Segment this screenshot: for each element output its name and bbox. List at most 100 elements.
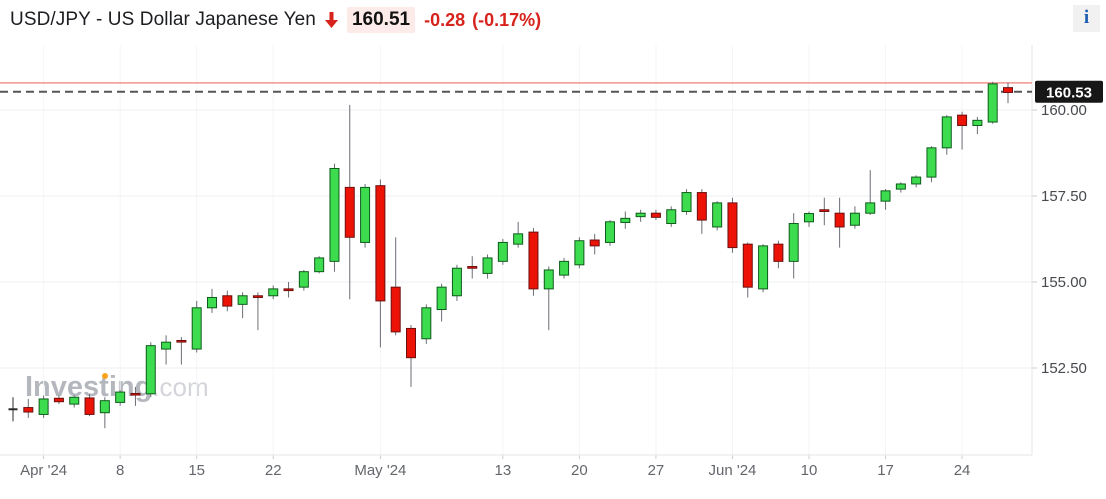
last-price-tag: 160.53 <box>1035 80 1103 103</box>
candlestick[interactable] <box>987 81 998 124</box>
candlestick[interactable] <box>329 163 340 272</box>
candle-body <box>421 307 432 340</box>
candlestick[interactable] <box>758 244 769 293</box>
candlestick[interactable] <box>819 197 830 226</box>
candlestick[interactable] <box>467 256 478 279</box>
candlestick[interactable] <box>176 337 187 365</box>
candlestick[interactable] <box>375 179 386 348</box>
candlestick[interactable] <box>804 211 815 227</box>
candlestick[interactable] <box>543 266 554 331</box>
price-gridlines <box>0 109 1032 369</box>
candlestick[interactable] <box>589 233 600 255</box>
candlestick[interactable] <box>207 288 218 313</box>
candlestick[interactable] <box>696 189 707 234</box>
candlestick[interactable] <box>1003 82 1014 104</box>
candlestick[interactable] <box>222 290 233 312</box>
candlestick[interactable] <box>972 116 983 135</box>
candlestick[interactable] <box>957 111 968 150</box>
quote-header: USD/JPY - US Dollar Japanese Yen 160.51 … <box>10 6 541 34</box>
candle-body <box>758 245 769 290</box>
candlestick[interactable] <box>865 170 876 215</box>
candle-body <box>145 345 156 395</box>
candle-body <box>344 186 355 238</box>
candlestick[interactable] <box>911 175 922 188</box>
candlestick[interactable] <box>895 182 906 193</box>
candlestick[interactable] <box>390 237 401 336</box>
candle-body <box>926 147 937 178</box>
candle-body <box>329 167 340 262</box>
candle-body <box>742 243 753 288</box>
price-change: -0.28 <box>424 9 466 30</box>
candle-body <box>834 212 845 228</box>
candlestick[interactable] <box>23 398 34 418</box>
candlestick[interactable] <box>788 213 799 279</box>
candlestick[interactable] <box>252 292 263 331</box>
candlestick[interactable] <box>528 227 539 296</box>
candlestick[interactable] <box>84 393 95 417</box>
candlestick[interactable] <box>880 189 891 210</box>
candle-body <box>666 209 677 225</box>
candlestick[interactable] <box>742 242 753 298</box>
candlestick[interactable] <box>161 335 172 365</box>
candle-body <box>84 397 95 415</box>
candlestick[interactable] <box>314 256 325 274</box>
info-icon[interactable]: i <box>1073 5 1100 32</box>
candlestick[interactable] <box>497 239 508 265</box>
candle-body <box>941 116 952 149</box>
x-axis-label: Jun '24 <box>709 462 757 479</box>
candlestick[interactable] <box>99 397 110 429</box>
x-axis-label: Apr '24 <box>20 462 67 479</box>
candlestick[interactable] <box>268 285 279 300</box>
candlestick[interactable] <box>191 300 202 353</box>
candlestick[interactable] <box>482 254 493 279</box>
candlestick[interactable] <box>360 183 371 248</box>
candlestick[interactable] <box>773 240 784 269</box>
candlestick[interactable] <box>8 397 18 422</box>
candlestick[interactable] <box>926 146 937 183</box>
candlestick[interactable] <box>712 201 723 231</box>
candle-body <box>268 288 279 297</box>
candlestick[interactable] <box>559 257 570 279</box>
candlestick[interactable] <box>941 115 952 155</box>
candle-body <box>115 391 126 403</box>
candlestick[interactable] <box>53 395 64 405</box>
candlestick[interactable] <box>69 395 80 408</box>
candle-body <box>23 407 34 413</box>
candlestick[interactable] <box>421 304 432 344</box>
candlestick[interactable] <box>344 104 355 300</box>
candlestick[interactable] <box>513 221 524 248</box>
watermark-suffix: .com <box>152 372 209 402</box>
candlestick[interactable] <box>406 325 417 387</box>
candlestick[interactable] <box>605 220 616 246</box>
x-axis-label: 8 <box>116 462 124 479</box>
candle-body <box>987 83 998 123</box>
candle-body <box>819 209 830 212</box>
candlestick[interactable] <box>681 189 692 215</box>
candlestick[interactable] <box>620 211 631 229</box>
candlestick[interactable] <box>115 390 126 406</box>
candlestick[interactable] <box>237 292 248 319</box>
candlestick[interactable] <box>283 282 294 298</box>
candlestick[interactable] <box>666 206 677 227</box>
candle-body <box>69 396 80 405</box>
instrument-title: USD/JPY - US Dollar Japanese Yen <box>10 9 316 30</box>
candlestick[interactable] <box>727 197 738 253</box>
candlestick[interactable] <box>574 237 585 269</box>
candlestick[interactable] <box>145 342 156 398</box>
candlestick[interactable] <box>130 386 141 406</box>
price-change-percent: (-0.17%) <box>472 9 542 30</box>
candlestick[interactable] <box>451 264 462 301</box>
candle-body <box>53 397 64 403</box>
candlestick[interactable] <box>298 269 309 291</box>
candlestick[interactable] <box>38 395 49 418</box>
y-axis-label: 155.00 <box>1041 274 1087 291</box>
candlestick[interactable] <box>436 283 447 322</box>
candle-body <box>451 267 462 297</box>
candlestick[interactable] <box>650 209 661 221</box>
candlestick[interactable] <box>635 209 646 222</box>
candlestick[interactable] <box>834 197 845 248</box>
candle-body <box>681 192 692 212</box>
candlestick[interactable] <box>849 206 860 229</box>
y-axis-label: 152.50 <box>1041 360 1087 377</box>
